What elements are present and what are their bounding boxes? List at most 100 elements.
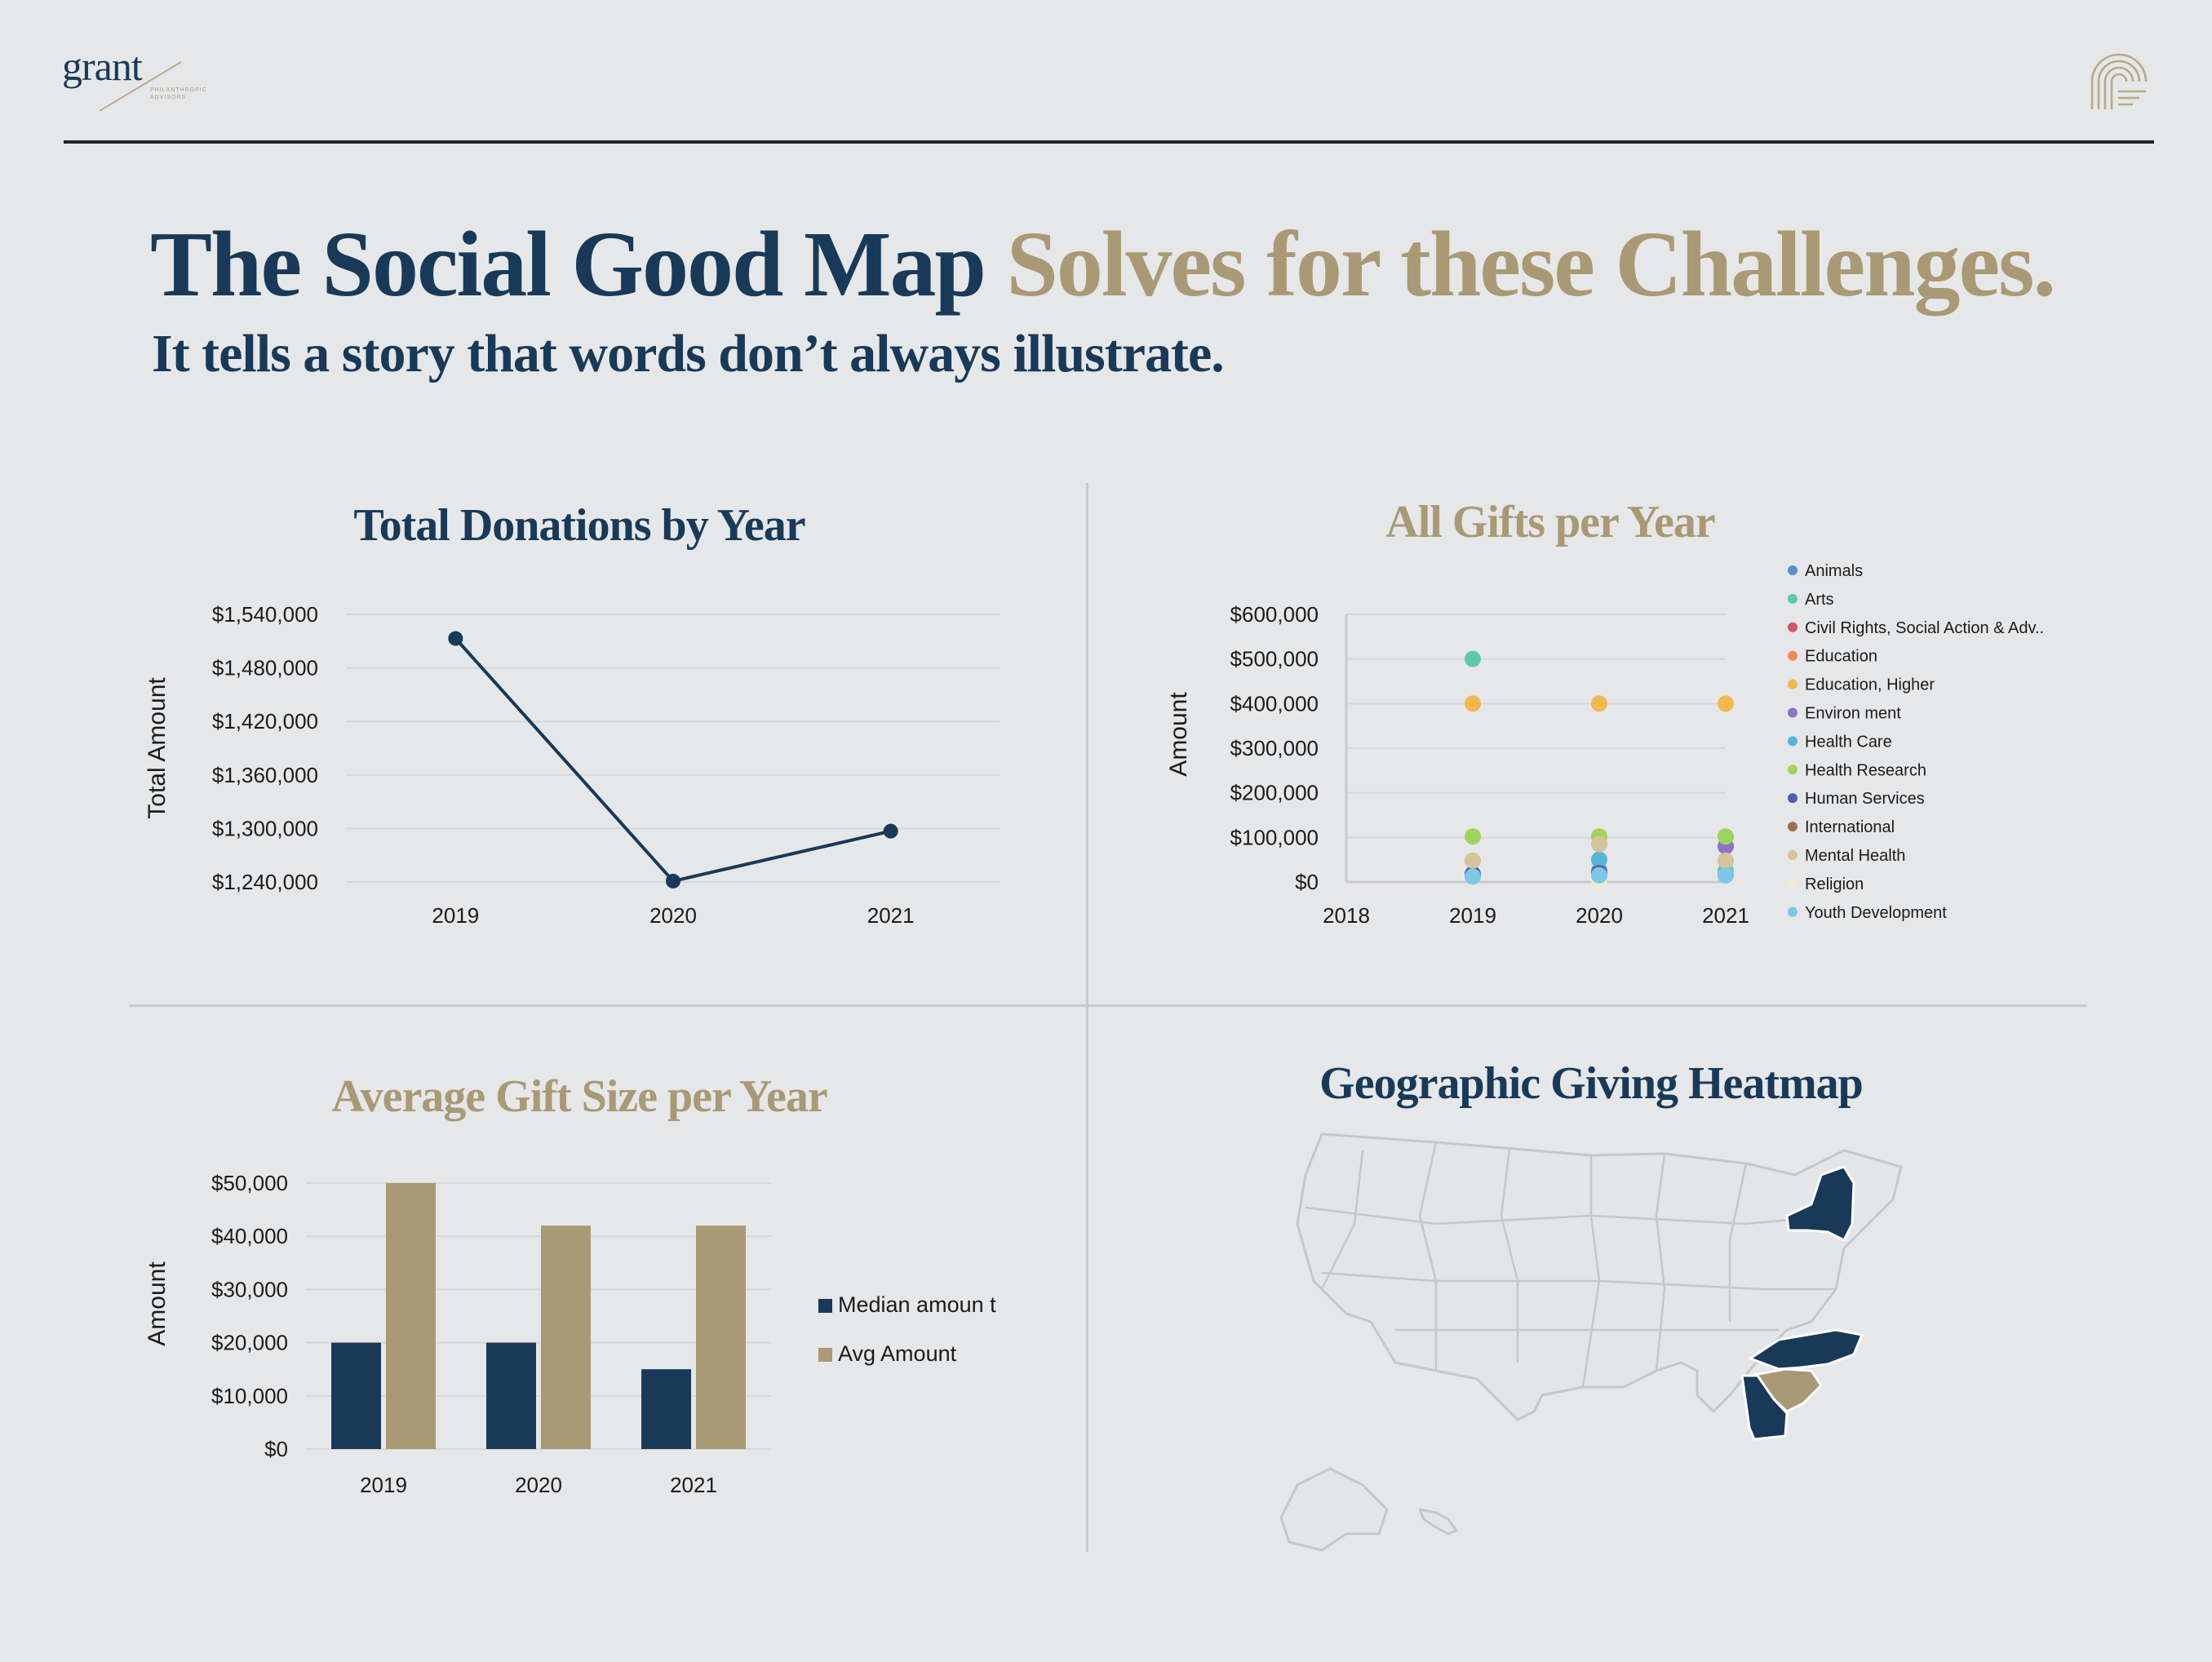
scatter-legend-label: Arts	[1805, 591, 1834, 609]
scatter-legend-marker	[1788, 765, 1798, 775]
line-x-tick: 2020	[649, 903, 697, 928]
scatter-legend-label: Environ ment	[1805, 705, 1901, 723]
scatter-y-axis-label: Amount	[1165, 692, 1192, 777]
line-chart-title: Total Donations by Year	[353, 500, 805, 551]
line-x-tick: 2021	[867, 903, 915, 928]
brand-logo-subtitle: PHILANTHROPIC ADVISORS	[150, 87, 207, 100]
logo-slash-icon	[99, 61, 182, 112]
page-subtitle: It tells a story that words don’t always…	[152, 324, 1225, 383]
line-y-axis-label: Total Amount	[144, 677, 171, 819]
scatter-legend-marker	[1788, 650, 1798, 661]
scatter-point	[1465, 852, 1481, 869]
scatter-x-tick: 2018	[1323, 903, 1370, 928]
scatter-legend-marker	[1788, 822, 1798, 832]
line-y-tick: $1,420,000	[212, 709, 318, 733]
line-point	[448, 631, 463, 646]
scatter-legend-label: Youth Development	[1805, 904, 1947, 922]
brand-logo: grant	[62, 43, 143, 89]
scatter-point	[1718, 852, 1734, 869]
scatter-x-tick: 2020	[1576, 903, 1623, 928]
line-y-tick: $1,240,000	[212, 870, 318, 894]
scatter-point	[1465, 695, 1481, 712]
bar-y-tick: $40,000	[211, 1224, 288, 1248]
scatter-legend-label: Health Care	[1805, 733, 1892, 751]
page-title-accent: Solves for these Challenges.	[1006, 212, 2056, 316]
scatter-y-tick: $0	[1295, 870, 1319, 894]
line-chart: $1,540,000 $1,480,000 $1,420,000 $1,360,000…	[144, 602, 1000, 928]
line-y-tick: $1,480,000	[212, 656, 318, 680]
scatter-legend-marker	[1788, 679, 1798, 689]
bar-x-tick: 2020	[515, 1473, 562, 1497]
scatter-legend-marker	[1788, 736, 1798, 747]
bar	[331, 1342, 381, 1449]
scatter-chart-title: All Gifts per Year	[1385, 497, 1715, 547]
page-title-main: The Social Good Map	[150, 212, 986, 316]
scatter-legend-label: Civil Rights, Social Action & Adv..	[1805, 619, 2044, 637]
scatter-point	[1465, 828, 1481, 845]
scatter-legend-marker	[1788, 878, 1798, 889]
scatter-y-tick: $400,000	[1230, 691, 1319, 716]
line-x-tick: 2019	[432, 903, 479, 928]
scatter-y-tick: $200,000	[1230, 781, 1319, 805]
scatter-point	[1591, 695, 1607, 712]
scatter-legend-marker	[1788, 850, 1798, 860]
scatter-point	[1591, 866, 1607, 884]
map-state-lines	[1305, 1141, 1837, 1388]
scatter-legend-marker	[1788, 906, 1798, 917]
bar-legend-marker	[818, 1348, 832, 1362]
bar-x-tick: 2019	[360, 1473, 407, 1497]
bar	[386, 1183, 436, 1449]
scatter-legend-marker	[1788, 593, 1798, 604]
scatter-y-tick: $100,000	[1230, 825, 1319, 849]
scatter-y-tick: $600,000	[1230, 602, 1319, 627]
scatter-legend-marker	[1788, 622, 1798, 632]
scatter-point	[1591, 851, 1607, 868]
bar-legend-label: Median amoun t	[838, 1292, 996, 1317]
scatter-legend-label: Animals	[1805, 562, 1863, 580]
bar	[541, 1225, 591, 1449]
scatter-point	[1591, 835, 1607, 853]
scatter-point	[1718, 695, 1734, 712]
scatter-legend-label: International	[1805, 818, 1895, 836]
line-y-tick: $1,300,000	[212, 816, 318, 840]
arches-icon	[2090, 53, 2148, 109]
hawaii	[1418, 1508, 1458, 1536]
scatter-point	[1465, 868, 1481, 885]
map-highlighted-states	[1740, 1165, 1864, 1441]
bar	[486, 1342, 536, 1449]
line-point	[883, 823, 898, 839]
scatter-legend-label: Mental Health	[1805, 847, 1905, 865]
line-y-tick: $1,360,000	[212, 763, 318, 787]
bar-y-tick: $50,000	[211, 1171, 288, 1195]
vertical-divider	[1086, 483, 1088, 1552]
bar-chart: $50,000 $40,000 $30,000 $20,000 $10,000 $0 Amo…	[144, 1171, 996, 1497]
scatter-legend-label: Education, Higher	[1805, 676, 1935, 694]
scatter-legend-label: Religion	[1805, 875, 1864, 893]
state-georgia	[1740, 1374, 1789, 1441]
scatter-legend-marker	[1788, 793, 1798, 804]
line-point	[666, 873, 680, 889]
bar-x-tick: 2021	[670, 1473, 717, 1497]
scatter-x-tick: 2019	[1449, 903, 1496, 928]
bar	[641, 1369, 691, 1449]
scatter-x-tick: 2021	[1702, 903, 1749, 928]
scatter-point	[1718, 866, 1734, 884]
map-title: Geographic Giving Heatmap	[1319, 1058, 1864, 1109]
bar-chart-title: Average Gift Size per Year	[331, 1071, 827, 1122]
line-series	[454, 637, 892, 884]
bar-y-tick: $10,000	[211, 1384, 288, 1408]
bar-y-tick: $20,000	[211, 1331, 288, 1355]
bar-y-tick: $0	[264, 1437, 288, 1461]
scatter-legend-marker	[1788, 707, 1798, 718]
scatter-point	[1465, 650, 1481, 667]
line-y-tick: $1,540,000	[212, 602, 318, 627]
scatter-legend-marker	[1788, 565, 1798, 575]
bar-legend-label: Avg Amount	[838, 1341, 957, 1366]
scatter-point	[1718, 828, 1734, 845]
scatter-y-tick: $300,000	[1230, 736, 1319, 760]
scatter-y-tick: $500,000	[1230, 647, 1319, 671]
bar-y-axis-label: Amount	[144, 1261, 171, 1346]
scatter-legend-label: Health Research	[1805, 761, 1926, 779]
bar-y-tick: $30,000	[211, 1277, 288, 1301]
state-new-york	[1785, 1165, 1855, 1242]
